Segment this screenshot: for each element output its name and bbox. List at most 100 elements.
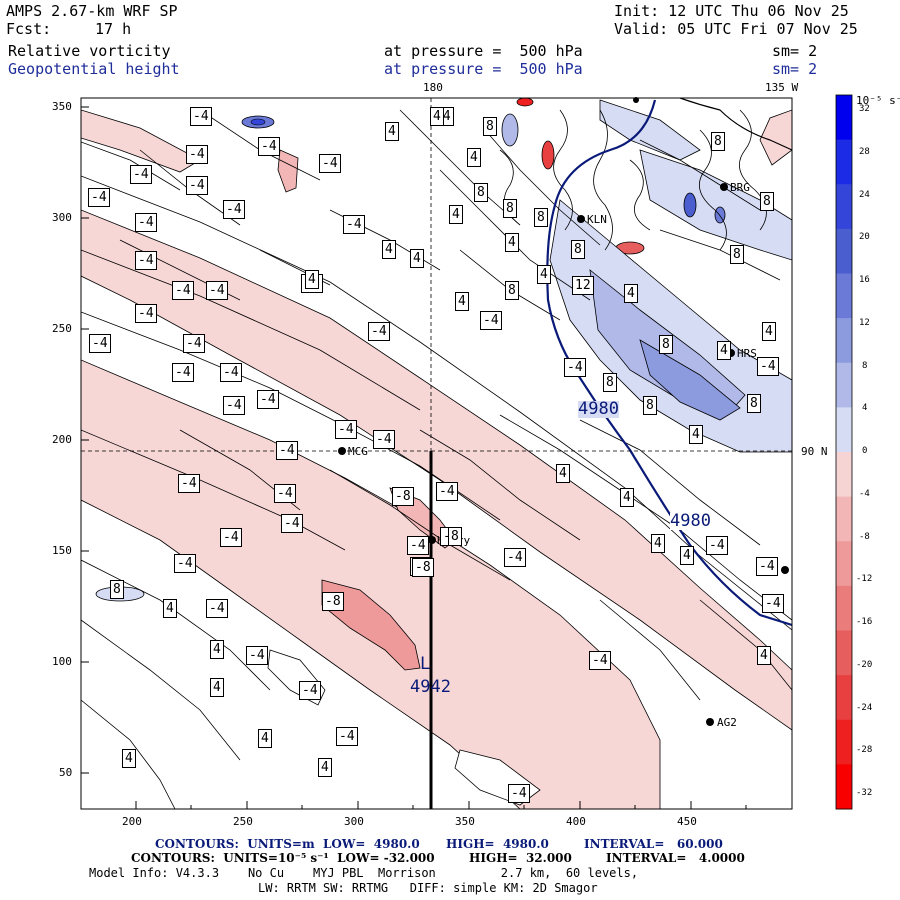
colorbar-swatch [836,318,852,364]
footer-vort-contours: CONTOURS: UNITS=10⁻⁵ s⁻¹ LOW= -32.000 [131,851,435,865]
height-contour-4980 [546,99,792,627]
contour-label-box: -4 [368,322,390,341]
x-tick-label: 200 [122,815,142,828]
colorbar-swatch [836,139,852,185]
contour-label-box: -4 [130,165,152,184]
y-tick-label: 50 [59,766,73,779]
contour-label-box: -4 [220,363,242,382]
height-label: 4980 [670,511,711,531]
coastline [679,98,792,151]
contour-label-box: -4 [206,599,228,618]
y-tick-label: 250 [52,322,72,335]
colorbar-tick-label: 4 [862,403,868,414]
neg-vorticity-patch [321,579,421,671]
colorbar-swatch [836,452,852,498]
contour-label-box: -4 [757,357,779,376]
contour-label-box: 8 [643,396,657,415]
contour-label-box: 4 [680,546,694,565]
field1-level: at pressure = 500 hPa [384,42,583,60]
colorbar-tick-label: -32 [856,788,873,798]
contour-label-box: 4 [210,678,224,697]
colorbar-tick-label: 32 [859,104,870,114]
colorbar-tick-label: 24 [859,189,870,200]
field2-smooth: sm= 2 [772,60,818,78]
colorbar-tick-label: -16 [856,617,873,627]
low-marker: L [420,654,431,674]
parallel-label: 90 N [801,445,828,458]
valid-time: Valid: 05 UTC Fri 07 Nov 25 [614,20,858,38]
contour-label-box: -4 [220,528,242,547]
contour-label-box: 4 [651,534,665,553]
contour-label-box: -4 [172,363,194,382]
contour-label-box: -4 [504,548,526,567]
contour-label-box: -4 [178,474,200,493]
contour-label-box: -8 [322,592,344,611]
pos-vorticity-patch [683,192,697,218]
colorbar-unit: 10⁻⁵ s⁻¹ [856,94,900,107]
y-tick-label: 150 [52,544,72,557]
colorbar-tick-label: -4 [859,488,870,499]
contour-label-box: 8 [711,132,725,151]
colorbar-tick-label: 28 [859,146,870,157]
footer-height-interval: INTERVAL= 60.000 [584,837,723,851]
field2-name: Geopotential height [8,60,180,78]
contour-label-box: 8 [571,240,585,259]
contour-label-box: -4 [135,251,157,270]
contour-label-box: 8 [448,527,462,546]
contour-label-box: -4 [508,784,530,803]
colorbar-swatch [836,496,852,542]
contour-label-box: 4 [410,249,424,268]
colorbar-swatch [836,228,852,274]
contour-label-box: 4 [449,205,463,224]
contour-label-box: 4 [258,729,272,748]
contour-label-box: 4 [537,265,551,284]
contour-label-box: 4 [624,284,638,303]
colorbar [835,94,853,810]
height-label: 4980 [578,399,619,419]
contour-label-box: -4 [206,281,228,300]
contour-label-box: -4 [274,484,296,503]
contour-label-box: -8 [412,558,434,577]
low-value: 4942 [410,677,451,697]
x-tick-label: 300 [344,815,364,828]
contour-label-box: -4 [336,727,358,746]
x-tick-label: 350 [455,815,475,828]
contour-label-box: 4 [385,122,399,141]
contour-label-box: 8 [505,281,519,300]
contour-label-box: 4 [210,640,224,659]
x-tick-label: 400 [566,815,586,828]
y-tick-label: 100 [52,655,72,668]
colorbar-tick-label: 0 [862,446,868,456]
station-label-mcg: MCG [348,445,368,458]
y-tick-label: 300 [52,211,72,224]
contour-label-box: 4 [318,758,332,777]
colorbar-swatch [836,95,852,141]
y-tick-label: 200 [52,433,72,446]
station-label-brg: BRG [730,181,750,194]
contour-label-box: 4 [556,464,570,483]
contour-label-box: -4 [258,137,280,156]
station-label-kln: KLN [587,213,607,226]
contour-label-box: 4 [467,148,481,167]
colorbar-swatch [836,764,852,810]
meridian-label: 180 [423,81,443,94]
colorbar-swatch [836,541,852,587]
contour-label-box: -4 [174,554,196,573]
contour-label-box: 4 [505,233,519,252]
contour-label-box: 4 [620,488,634,507]
contour-label-box: -4 [756,557,778,576]
contour-label-box: 8 [483,117,497,136]
contour-label-box: -4 [480,311,502,330]
field2-level: at pressure = 500 hPa [384,60,583,78]
colorbar-tick-label: 12 [859,317,870,328]
contour-label-box: -4 [281,514,303,533]
contour-label-box: 8 [110,580,124,599]
contour-label-box: -4 [135,304,157,323]
contour-label-box: 8 [659,335,673,354]
contour-label-box: -4 [299,681,321,700]
colorbar-swatch [836,273,852,319]
station-label-hrs: HRS [737,347,757,360]
contour-label-box: 4 [717,341,731,360]
contour-label-box: -4 [589,651,611,670]
